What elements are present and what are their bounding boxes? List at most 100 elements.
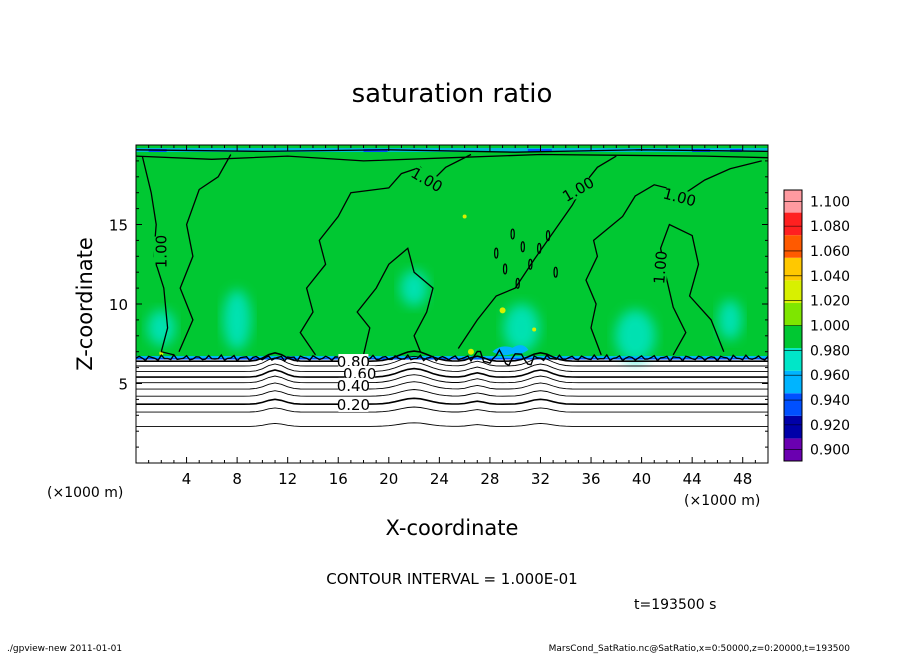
colorbar-swatch	[784, 235, 802, 258]
contour-line	[136, 355, 768, 367]
x-tick-label: 4	[182, 470, 192, 488]
contour-label-bg	[338, 377, 369, 393]
y-axis-label: Z-coordinate	[73, 237, 97, 371]
contour-cell	[545, 230, 551, 242]
colorbar-swatch	[784, 325, 802, 349]
contour-label: 1.00	[650, 250, 671, 285]
x-tick-label: 16	[329, 470, 348, 488]
subsaturated-patch	[400, 270, 429, 307]
contour-line	[136, 149, 768, 153]
x-unit-left: (×1000 m)	[47, 485, 123, 501]
saturation-fill	[136, 145, 768, 362]
contour-line	[659, 223, 725, 356]
contour-line	[178, 154, 232, 352]
colorbar-label: 0.980	[810, 343, 850, 359]
contour-label-group: 1.00	[650, 250, 671, 285]
y-tick-label: 5	[118, 376, 128, 394]
contour-label: 1.00	[152, 235, 170, 268]
chart-title: saturation ratio	[352, 79, 553, 109]
y-tick-label: 15	[109, 217, 128, 235]
colorbar: 0.900 0.920 0.940 0.960 0.980 1.000 1.020 1.040…	[783, 189, 850, 462]
x-axis-label: X-coordinate	[386, 516, 519, 540]
contour-cell	[537, 242, 542, 254]
subsaturated-patch	[503, 303, 540, 352]
x-tick-label: 24	[430, 470, 449, 488]
x-tick-label: 36	[581, 470, 600, 488]
x-tick-label: 48	[733, 470, 752, 488]
contour-line	[136, 397, 768, 406]
y-axis: 5 10 15	[109, 160, 768, 448]
time-label: t=193500 s	[634, 597, 716, 613]
y-tick-label: 10	[109, 296, 128, 314]
footer-left: ./gpview-new 2011-01-01	[7, 644, 122, 654]
contour-label-group: 0.40	[337, 377, 370, 395]
contour-label: 0.40	[337, 377, 370, 395]
contour-cell	[528, 258, 533, 270]
contour-line	[141, 155, 175, 356]
contour-line	[136, 406, 768, 413]
colorbar-swatch	[784, 280, 802, 303]
x-tick-label: 40	[632, 470, 651, 488]
colorbar-label: 1.020	[810, 294, 850, 310]
contour-label-group: 0.20	[337, 396, 370, 414]
contour-label: 0.20	[337, 396, 370, 414]
contour-label-group: 1.00	[152, 235, 170, 268]
colorbar-label: 1.040	[810, 269, 850, 285]
contour-cell	[502, 263, 508, 275]
x-tick-label: 20	[379, 470, 398, 488]
colorbar-swatch	[784, 370, 802, 394]
plot-area: 1.001.00 1.00 1.001.000.800.600.400.20	[136, 145, 768, 463]
contour-cell	[520, 241, 525, 253]
colorbar-label: 0.920	[810, 418, 850, 434]
top-band	[136, 148, 768, 152]
contour-line	[136, 367, 768, 378]
contour-label-bg	[410, 165, 444, 194]
supersaturated-spot	[462, 214, 467, 219]
contour-line	[136, 389, 768, 397]
colorbar-swatch	[784, 415, 802, 439]
contour-cell	[553, 266, 558, 278]
x-unit-right: (×1000 m)	[684, 493, 760, 509]
contour-line	[136, 350, 768, 363]
contour-label-bg	[651, 251, 669, 283]
x-tick-label: 32	[531, 470, 550, 488]
contour-interval: CONTOUR INTERVAL = 1.000E-01	[326, 570, 577, 588]
contour-label-bg	[344, 365, 375, 381]
colorbar-label: 1.000	[810, 319, 850, 335]
colorbar-swatch	[784, 393, 802, 416]
contour-cell	[510, 228, 515, 240]
contour-line	[136, 153, 768, 162]
colorbar-swatch	[784, 348, 802, 371]
top-streak	[527, 149, 552, 152]
colorbar-label: 1.060	[810, 244, 850, 260]
cloud-base-edge	[136, 358, 768, 360]
colorbar-swatch	[784, 257, 802, 281]
contour-line	[585, 160, 762, 356]
x-tick-label: 8	[232, 470, 242, 488]
contour-labels: 1.001.00 1.00 1.001.000.800.600.400.20	[152, 164, 698, 414]
x-tick-label: 44	[683, 470, 702, 488]
supersaturated-spot	[499, 307, 506, 314]
contour-label-bg	[561, 175, 595, 204]
colorbar-label: 1.080	[810, 219, 850, 235]
contour-line	[136, 374, 768, 384]
contour-cell	[515, 277, 520, 289]
contour-label-bg	[338, 396, 369, 412]
subsaturated-patch	[147, 309, 176, 346]
subsaturated-patch	[223, 289, 252, 350]
contour-label-bg	[153, 236, 169, 267]
x-tick-label: 12	[278, 470, 297, 488]
x-axis: 4 8 12 16 20 24 28 32 36 40 44 48	[148, 145, 756, 488]
x-tick-label: 28	[480, 470, 499, 488]
contour-lines	[136, 149, 768, 427]
contour-line	[356, 247, 434, 356]
colorbar-label: 0.940	[810, 393, 850, 409]
colorbar-label: 1.100	[810, 194, 850, 210]
contour-cell	[494, 247, 499, 259]
footer-right: MarsCond_SatRatio.nc@SatRatio,x=0:50000,…	[549, 644, 851, 654]
colorbar-label: 0.900	[810, 443, 850, 459]
contour-line	[136, 381, 768, 390]
contour-line	[136, 422, 768, 427]
supersaturated-spot	[532, 327, 537, 332]
